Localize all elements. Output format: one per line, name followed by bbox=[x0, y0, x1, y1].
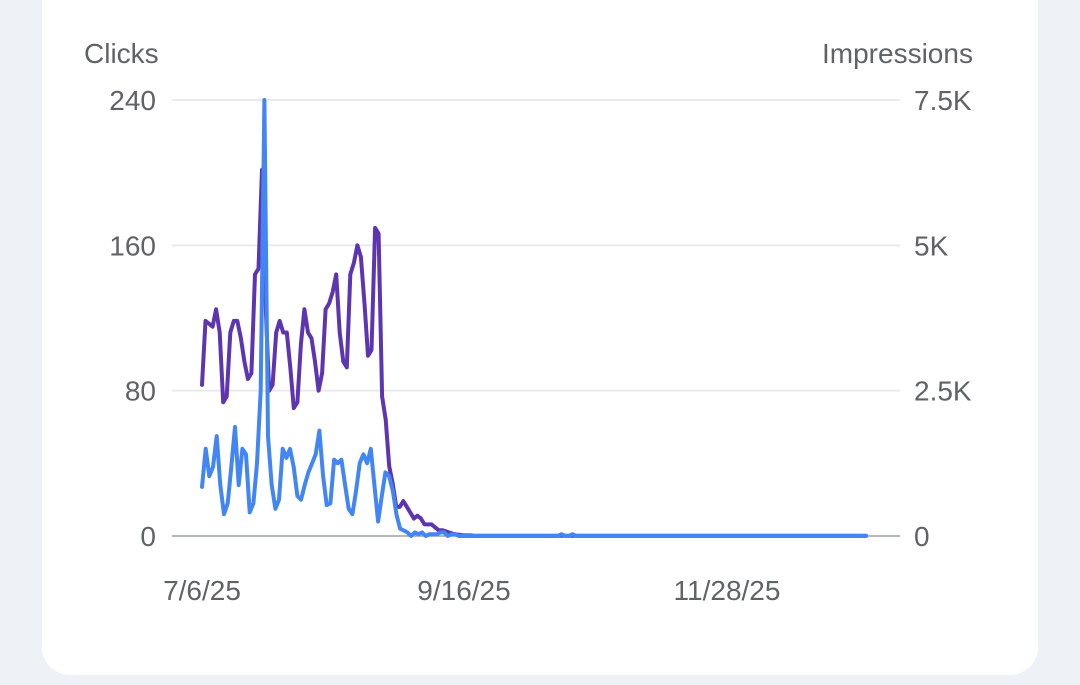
left-y-tick-label: 80 bbox=[125, 376, 156, 407]
right-y-tick-label: 0 bbox=[914, 521, 930, 552]
x-tick-label: 11/28/25 bbox=[674, 575, 781, 606]
right-y-tick-label: 7.5K bbox=[914, 85, 972, 116]
impressions-series-line bbox=[200, 167, 868, 538]
left-axis-title: Clicks bbox=[84, 38, 159, 69]
chart-card bbox=[42, 0, 1038, 675]
clicks-series-line bbox=[200, 98, 868, 538]
left-y-tick-label: 160 bbox=[109, 230, 156, 261]
left-y-tick-label: 240 bbox=[109, 85, 156, 116]
left-y-tick-label: 0 bbox=[140, 521, 156, 552]
right-y-tick-label: 5K bbox=[914, 230, 949, 261]
right-y-tick-label: 2.5K bbox=[914, 376, 972, 407]
right-axis-title: Impressions bbox=[822, 38, 973, 69]
x-tick-label: 7/6/25 bbox=[163, 575, 241, 606]
x-tick-label: 9/16/25 bbox=[417, 575, 510, 606]
